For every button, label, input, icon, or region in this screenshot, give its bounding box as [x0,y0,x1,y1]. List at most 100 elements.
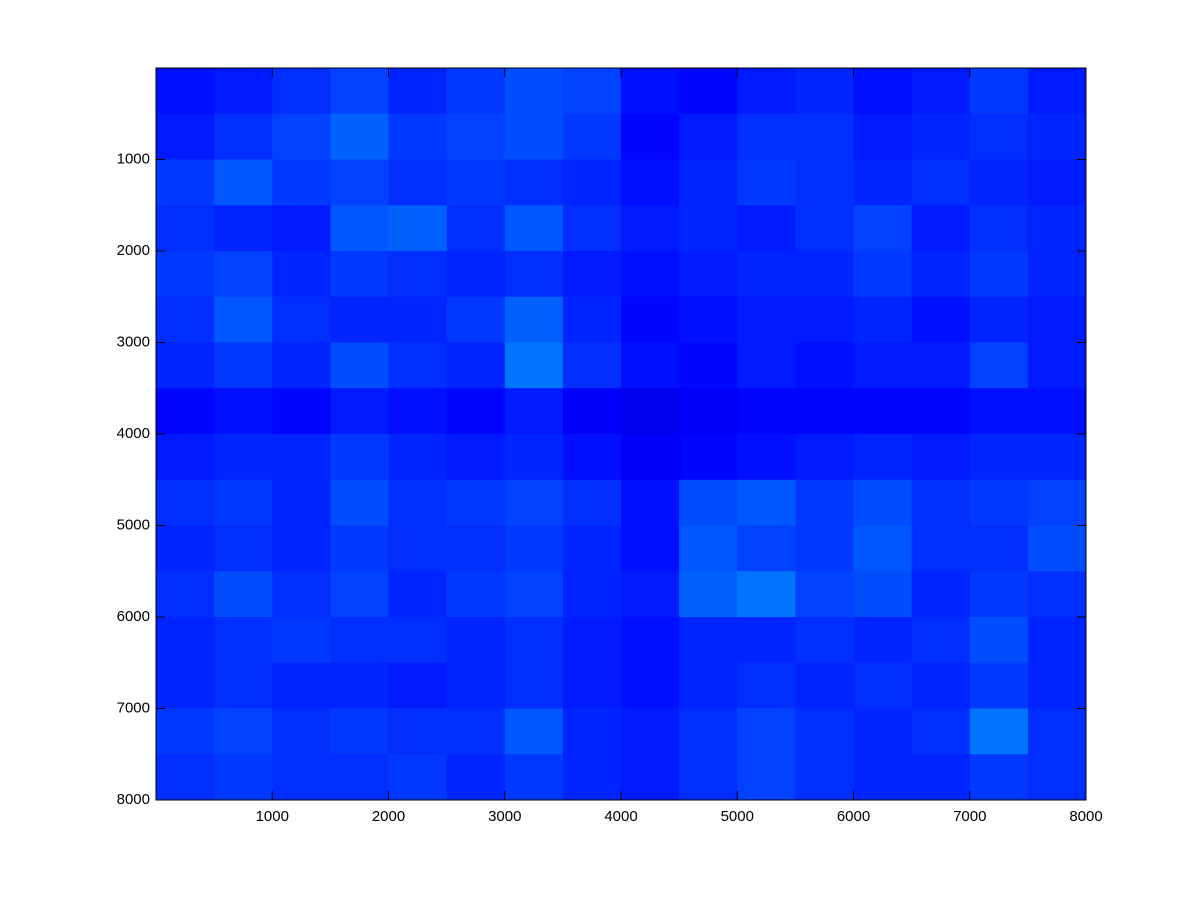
heatmap-cell [330,251,389,298]
heatmap-cell [446,205,506,252]
heatmap-cell [737,342,796,389]
x-tick-label: 3000 [488,808,521,825]
heatmap-cell [156,205,215,252]
heatmap-cell [911,571,971,618]
heatmap-cell [504,662,564,709]
heatmap-cell [504,571,564,618]
heatmap-cell [679,662,738,709]
heatmap-cell [214,662,273,709]
heatmap-cell [795,159,854,206]
x-tick-label: 8000 [1069,808,1102,825]
heatmap-cell [156,251,215,298]
heatmap-cell [969,754,1029,801]
heatmap-cell [969,296,1029,343]
heatmap-cell [330,434,389,481]
heatmap-cell [330,662,389,709]
heatmap-cell [911,205,971,252]
heatmap-cell [853,662,913,709]
heatmap-cell [446,525,506,572]
heatmap-cell [504,68,564,115]
heatmap-cell [504,708,564,755]
heatmap-cell [214,479,273,526]
heatmap-cell [1027,159,1087,206]
heatmap-cell [156,434,215,481]
heatmap-cell [330,388,389,435]
heatmap-cell [853,251,913,298]
heatmap-cell [330,159,389,206]
heatmap-cell [911,342,971,389]
heatmap-cell [388,754,448,801]
heatmap-cell [388,388,448,435]
heatmap-cell [330,571,389,618]
heatmap-cell [562,662,622,709]
heatmap-cell [679,754,738,801]
heatmap-cell [853,159,913,206]
x-tick-label: 2000 [372,808,405,825]
heatmap-cell [388,662,448,709]
heatmap-cell [737,662,796,709]
heatmap-cell [504,754,564,801]
heatmap-cell [272,617,331,664]
heatmap-cell [272,251,331,298]
x-tick-label: 5000 [721,808,754,825]
heatmap-cell [330,296,389,343]
heatmap-cell [679,68,738,115]
heatmap-cell [330,617,389,664]
heatmap-cell [330,113,389,160]
heatmap-cell [272,113,331,160]
heatmap-cell [853,342,913,389]
heatmap-cell [679,388,738,435]
heatmap-cell [621,708,680,755]
heatmap-cell [156,479,215,526]
heatmap-cell [1027,342,1087,389]
heatmap-cell [969,479,1029,526]
heatmap-cell [795,434,854,481]
heatmap-cell [853,617,913,664]
heatmap-cell [621,68,680,115]
heatmap-cell [330,525,389,572]
heatmap-cell [446,68,506,115]
heatmap-cell [562,479,622,526]
heatmap-cell [562,571,622,618]
heatmap-cell [1027,68,1087,115]
heatmap-cell [156,342,215,389]
heatmap-cell [679,342,738,389]
heatmap-cell [621,754,680,801]
heatmap-cell [969,571,1029,618]
heatmap-cell [795,296,854,343]
heatmap-cell [562,205,622,252]
heatmap-cell [388,571,448,618]
heatmap-cell [853,205,913,252]
heatmap-cell [446,251,506,298]
heatmap-cell [969,68,1029,115]
heatmap-cell [562,113,622,160]
heatmap-cell [1027,662,1087,709]
heatmap-cell [1027,617,1087,664]
heatmap-cell [737,388,796,435]
heatmap-cell [969,525,1029,572]
heatmap-cell [272,754,331,801]
heatmap-cell [1027,479,1087,526]
heatmap-cell [272,68,331,115]
heatmap-cell [562,159,622,206]
y-tick-label: 2000 [117,242,150,259]
heatmap-cell [214,434,273,481]
heatmap-cell [737,708,796,755]
heatmap-cell [911,617,971,664]
heatmap-cell [737,525,796,572]
heatmap-cell [272,708,331,755]
heatmap-cell [388,159,448,206]
heatmap-cell [969,342,1029,389]
heatmap-cell [156,296,215,343]
heatmap-cell [911,113,971,160]
heatmap-cell [969,113,1029,160]
heatmap-cell [679,479,738,526]
heatmap-cell [388,434,448,481]
heatmap-cell [679,113,738,160]
heatmap-cell [621,296,680,343]
heatmap-cell [214,159,273,206]
heatmap-cell [621,617,680,664]
heatmap-cell [969,251,1029,298]
heatmap-cell [156,754,215,801]
heatmap-cell [679,708,738,755]
